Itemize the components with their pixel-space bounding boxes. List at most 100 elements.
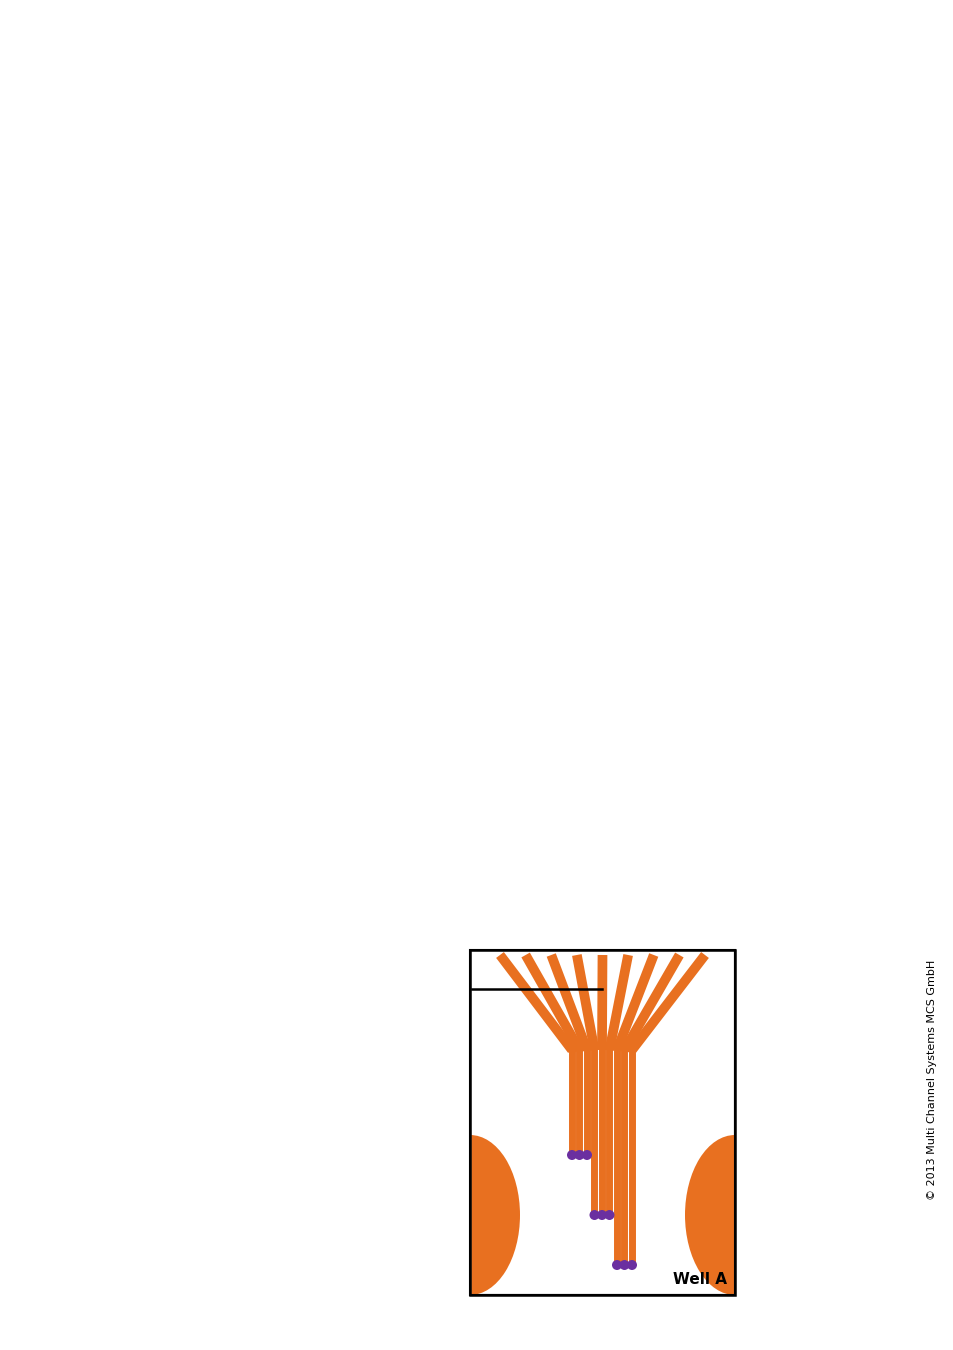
Text: 48: 48: [620, 477, 639, 491]
Circle shape: [589, 1210, 598, 1220]
Text: 56: 56: [620, 425, 639, 439]
Text: 58: 58: [620, 608, 639, 621]
Circle shape: [618, 1260, 629, 1270]
Bar: [267, 856, 276, 871]
Text: 84: 84: [591, 671, 608, 684]
Text: 78: 78: [591, 633, 608, 647]
Text: 71: 71: [560, 504, 578, 517]
Bar: [325, 856, 335, 871]
Text: 67: 67: [620, 671, 639, 684]
Text: 60-6wellMEA: 60-6wellMEA: [30, 155, 272, 188]
Text: MEA amplifier pin numbers (digit)
and correspondent electrode identifier
code (l: MEA amplifier pin numbers (digit) and co…: [479, 316, 747, 362]
Text: 52: 52: [304, 246, 321, 258]
Bar: [410, 996, 423, 1006]
Text: E: E: [655, 405, 663, 418]
Text: multi: multi: [519, 45, 597, 72]
Bar: [30, 1119, 45, 1130]
Bar: [208, 856, 217, 871]
Text: 85: 85: [591, 580, 608, 595]
Bar: [295, 1254, 306, 1269]
Text: 45: 45: [620, 633, 639, 647]
Text: 41: 41: [198, 246, 215, 258]
Text: 1: 1: [490, 425, 498, 439]
Bar: [30, 1202, 45, 1212]
Bar: [470, 950, 734, 1295]
Text: 43: 43: [531, 425, 548, 439]
Text: A3: A3: [269, 451, 286, 464]
Bar: [208, 1254, 217, 1269]
Bar: [410, 913, 423, 923]
Bar: [48, 873, 407, 1251]
Circle shape: [439, 230, 483, 274]
Bar: [414, 1254, 423, 1269]
Text: 38: 38: [651, 671, 668, 684]
Text: 5: 5: [490, 529, 498, 543]
Text: Well E: Well E: [40, 1143, 88, 1157]
Bar: [119, 856, 130, 871]
Circle shape: [626, 1260, 637, 1270]
Bar: [178, 856, 188, 871]
Text: 14: 14: [680, 580, 699, 595]
Text: 57: 57: [620, 451, 639, 464]
Text: A2: A2: [212, 451, 229, 464]
Text: GND: GND: [490, 671, 521, 684]
Text: 51: 51: [531, 477, 548, 491]
Bar: [410, 1037, 423, 1046]
Text: 64: 64: [560, 555, 578, 568]
Circle shape: [138, 513, 182, 558]
Text: 62: 62: [560, 580, 578, 595]
Circle shape: [604, 1210, 614, 1220]
Text: A5: A5: [212, 528, 229, 541]
Text: 86: 86: [591, 608, 608, 621]
Text: 15: 15: [680, 671, 699, 684]
Circle shape: [255, 436, 299, 481]
Text: Well A: Well A: [202, 903, 252, 917]
Circle shape: [189, 1183, 265, 1258]
Text: 12: 12: [680, 529, 699, 543]
Bar: [60, 1254, 71, 1269]
Text: 37: 37: [651, 580, 668, 595]
Text: 8: 8: [490, 608, 498, 621]
Text: C: C: [595, 405, 604, 418]
Text: 53: 53: [406, 246, 423, 258]
Text: Well F: Well F: [40, 1023, 88, 1037]
Circle shape: [94, 1112, 170, 1188]
Bar: [384, 856, 395, 871]
Text: 3: 3: [490, 477, 498, 491]
Text: 61: 61: [560, 671, 578, 684]
Bar: [30, 913, 45, 923]
Bar: [410, 1161, 423, 1170]
Text: 7: 7: [490, 580, 498, 595]
Text: 36: 36: [651, 425, 668, 439]
Text: A6: A6: [269, 528, 287, 541]
Text: 44: 44: [531, 504, 548, 517]
Text: 32: 32: [531, 671, 548, 684]
Circle shape: [138, 590, 182, 634]
Bar: [237, 1254, 247, 1269]
Bar: [30, 1243, 45, 1253]
Bar: [410, 872, 423, 882]
Bar: [60, 856, 71, 871]
Text: 87: 87: [591, 529, 608, 543]
Text: 65: 65: [591, 425, 608, 439]
Text: 75: 75: [591, 504, 608, 517]
Bar: [355, 1254, 365, 1269]
Text: 33: 33: [680, 555, 698, 568]
Text: 35: 35: [651, 555, 668, 568]
Circle shape: [133, 230, 178, 274]
Text: Important: Please insert the 60-6wellMEA into the MEA amplifier with the writing: Important: Please insert the 60-6wellMEA…: [85, 734, 747, 778]
Bar: [410, 1202, 423, 1212]
Text: 27: 27: [651, 608, 668, 621]
Text: Well A: Well A: [672, 1272, 726, 1287]
Circle shape: [198, 436, 242, 481]
Text: A4: A4: [152, 528, 169, 541]
Text: 54: 54: [531, 633, 548, 647]
Text: 72: 72: [560, 608, 578, 621]
Text: 31: 31: [41, 246, 59, 258]
Text: 47: 47: [620, 529, 639, 543]
Circle shape: [612, 1260, 621, 1270]
Text: 41: 41: [531, 608, 548, 621]
Bar: [355, 856, 365, 871]
Text: 52: 52: [531, 529, 548, 543]
Bar: [30, 872, 45, 882]
